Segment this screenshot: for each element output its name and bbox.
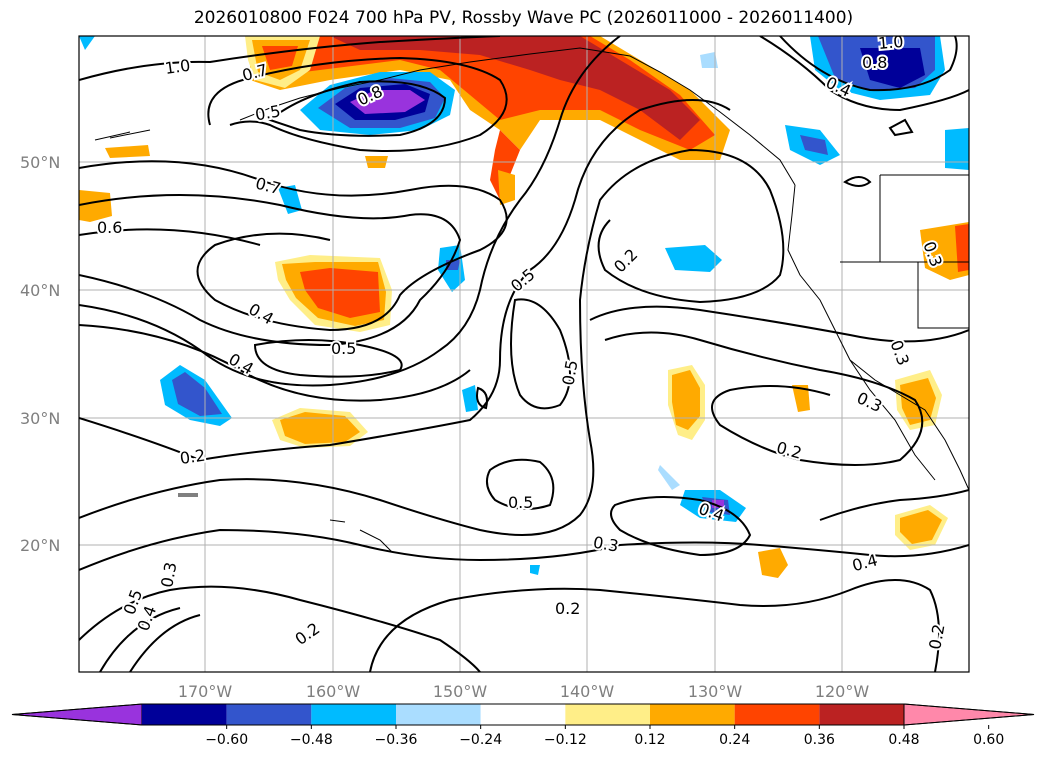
colorbar-segment bbox=[650, 704, 735, 725]
colorbar-segment bbox=[734, 704, 820, 725]
colorbar-extend-high bbox=[903, 703, 1035, 726]
lon-label-170w: 170°W bbox=[178, 682, 233, 701]
colorbar-segment bbox=[226, 704, 312, 725]
colorbar-segment bbox=[565, 704, 650, 725]
colorbar-segment bbox=[480, 704, 566, 725]
lon-label-120w: 120°W bbox=[815, 682, 870, 701]
map-title: 2026010800 F024 700 hPa PV, Rossby Wave … bbox=[193, 8, 854, 28]
colorbar-segment bbox=[396, 704, 481, 725]
colorbar-outline bbox=[11, 703, 1035, 726]
colorbar-tick-label: 0.36 bbox=[804, 732, 835, 748]
colorbar-tick-label: −0.36 bbox=[375, 732, 418, 748]
contour-label: 0.2 bbox=[555, 599, 580, 618]
map-frame bbox=[78, 35, 970, 673]
contour-label: 0.2 bbox=[925, 623, 948, 651]
colorbar-tick-label: −0.48 bbox=[290, 732, 333, 748]
colorbar-tick-label: −0.24 bbox=[459, 732, 502, 748]
colorbar-tick-label: 0.12 bbox=[634, 732, 665, 748]
contour-label: 0.5 bbox=[508, 493, 533, 512]
contour-label: 0.6 bbox=[97, 218, 122, 237]
lat-label-40n: 40°N bbox=[20, 281, 60, 300]
contour-label: 1.0 bbox=[877, 32, 904, 53]
colorbar-segment bbox=[311, 704, 396, 725]
lon-label-140w: 140°W bbox=[560, 682, 615, 701]
lon-label-150w: 150°W bbox=[433, 682, 488, 701]
colorbar: −0.60 −0.48 −0.36 −0.24 −0.12 0.12 0.24 0.36 0.4… bbox=[11, 703, 1035, 748]
contour-label: 0.2 bbox=[179, 446, 207, 468]
colorbar-tick-label: 0.48 bbox=[888, 732, 919, 748]
lat-label-50n: 50°N bbox=[20, 153, 60, 172]
lon-label-130w: 130°W bbox=[688, 682, 743, 701]
colorbar-tick-label: 0.60 bbox=[973, 732, 1004, 748]
colorbar-tick-label: −0.12 bbox=[544, 732, 587, 748]
lon-label-160w: 160°W bbox=[306, 682, 361, 701]
colorbar-segment bbox=[819, 704, 904, 725]
pv-contours bbox=[79, 36, 969, 672]
contour-label: 0.5 bbox=[331, 339, 356, 358]
colorbar-extend-low bbox=[11, 703, 143, 726]
colorbar-segment bbox=[142, 704, 227, 725]
latitude-labels: 50°N 40°N 30°N 20°N bbox=[20, 153, 60, 555]
lat-label-30n: 30°N bbox=[20, 409, 60, 428]
colorbar-tick-label: 0.24 bbox=[719, 732, 750, 748]
longitude-labels: 170°W 160°W 150°W 140°W 130°W 120°W bbox=[178, 682, 870, 701]
contour-label: 1.0 bbox=[164, 56, 192, 78]
map-plot-area: 1.0 0.7 0.5 0.8 0.7 0.6 0.4 0.5 0.4 0.2 … bbox=[79, 32, 969, 672]
contour-label: 0.8 bbox=[862, 53, 887, 72]
lat-label-20n: 20°N bbox=[20, 536, 60, 555]
colorbar-tick-label: −0.60 bbox=[205, 732, 248, 748]
